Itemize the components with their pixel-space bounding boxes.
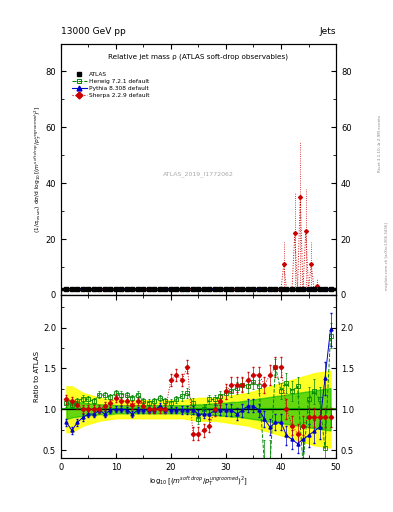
Text: Relative jet mass ρ (ATLAS soft-drop observables): Relative jet mass ρ (ATLAS soft-drop obs… [108,54,288,60]
Text: 13000 GeV pp: 13000 GeV pp [61,27,126,36]
Text: mcplots.cern.ch [arXiv:1306.3436]: mcplots.cern.ch [arXiv:1306.3436] [385,222,389,290]
Legend: ATLAS, Herwig 7.2.1 default, Pythia 8.308 default, Sherpa 2.2.9 default: ATLAS, Herwig 7.2.1 default, Pythia 8.30… [72,72,149,98]
Text: Rivet 3.1.10, ≥ 2.9M events: Rivet 3.1.10, ≥ 2.9M events [378,115,382,172]
Y-axis label: $(1/\sigma_{resum})$ d$\sigma$/d $\log_{10}[(m^{soft\ drop}/p_T^{ungroomed})^2]$: $(1/\sigma_{resum})$ d$\sigma$/d $\log_{… [33,105,44,233]
Text: ATLAS_2019_I1772062: ATLAS_2019_I1772062 [163,172,234,177]
Text: Jets: Jets [320,27,336,36]
X-axis label: $\log_{10}[(m^{soft\ drop}/p_T^{ungroomed})^2]$: $\log_{10}[(m^{soft\ drop}/p_T^{ungroome… [149,475,248,488]
Y-axis label: Ratio to ATLAS: Ratio to ATLAS [34,351,40,402]
